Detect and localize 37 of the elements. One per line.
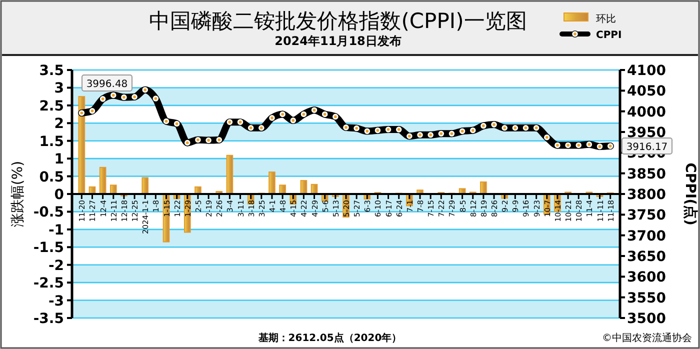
y2-tick-label: 4100 <box>627 63 666 79</box>
y-tick-label: 0 <box>54 187 64 203</box>
annotation: 3996.48 <box>86 79 128 90</box>
y-tick-label: -3.5 <box>33 311 64 327</box>
y-tick-label: -0.5 <box>33 204 64 221</box>
y2-tick-label: 3950 <box>627 125 666 141</box>
y-axis-title: 涨跌幅(%) <box>10 160 26 228</box>
y2-tick-label: 4050 <box>627 84 666 100</box>
legend-label: CPPI <box>596 30 622 41</box>
y2-axis-title: CPPI(点) <box>682 162 698 226</box>
text: ©中国农资流通协会 <box>602 332 692 344</box>
y-tick-label: 2 <box>54 116 64 132</box>
y-tick-label: -1 <box>48 222 64 238</box>
y2-tick-label: 3650 <box>627 249 666 265</box>
y-tick-label: 1 <box>54 152 64 168</box>
text: 3916.17 <box>626 142 668 153</box>
y-tick-label: 0.5 <box>39 169 64 186</box>
y2-tick-label: 3550 <box>627 290 666 306</box>
legend-label: 环比 <box>596 13 616 25</box>
y2-tick-label: 3750 <box>627 208 666 224</box>
y-tick-label: 1.5 <box>39 134 64 150</box>
y2-tick-label: 3700 <box>627 228 666 244</box>
y2-tick-label: 3850 <box>627 166 666 182</box>
y-tick-label: -3 <box>48 293 64 310</box>
y2-tick-label: 4000 <box>627 104 666 120</box>
chart-title: 中国磷酸二铵批发价格指数(CPPI)一览图 <box>149 9 527 33</box>
y-tick-label: 3 <box>54 80 64 97</box>
y2-tick-label: 3800 <box>627 187 666 203</box>
y-tick-label: -2.5 <box>33 276 64 292</box>
text: 基期：2612.05点（2020年） <box>257 332 402 344</box>
y-tick-label: 3.5 <box>39 63 64 79</box>
y-tick-label: 2.5 <box>39 98 64 114</box>
y2-tick-label: 3500 <box>627 311 666 327</box>
chart-subtitle: 2024年11月18日发布 <box>274 34 402 48</box>
y-tick-label: -2 <box>48 258 64 274</box>
y-tick-label: -1.5 <box>33 240 64 256</box>
y2-tick-label: 3600 <box>627 270 666 286</box>
